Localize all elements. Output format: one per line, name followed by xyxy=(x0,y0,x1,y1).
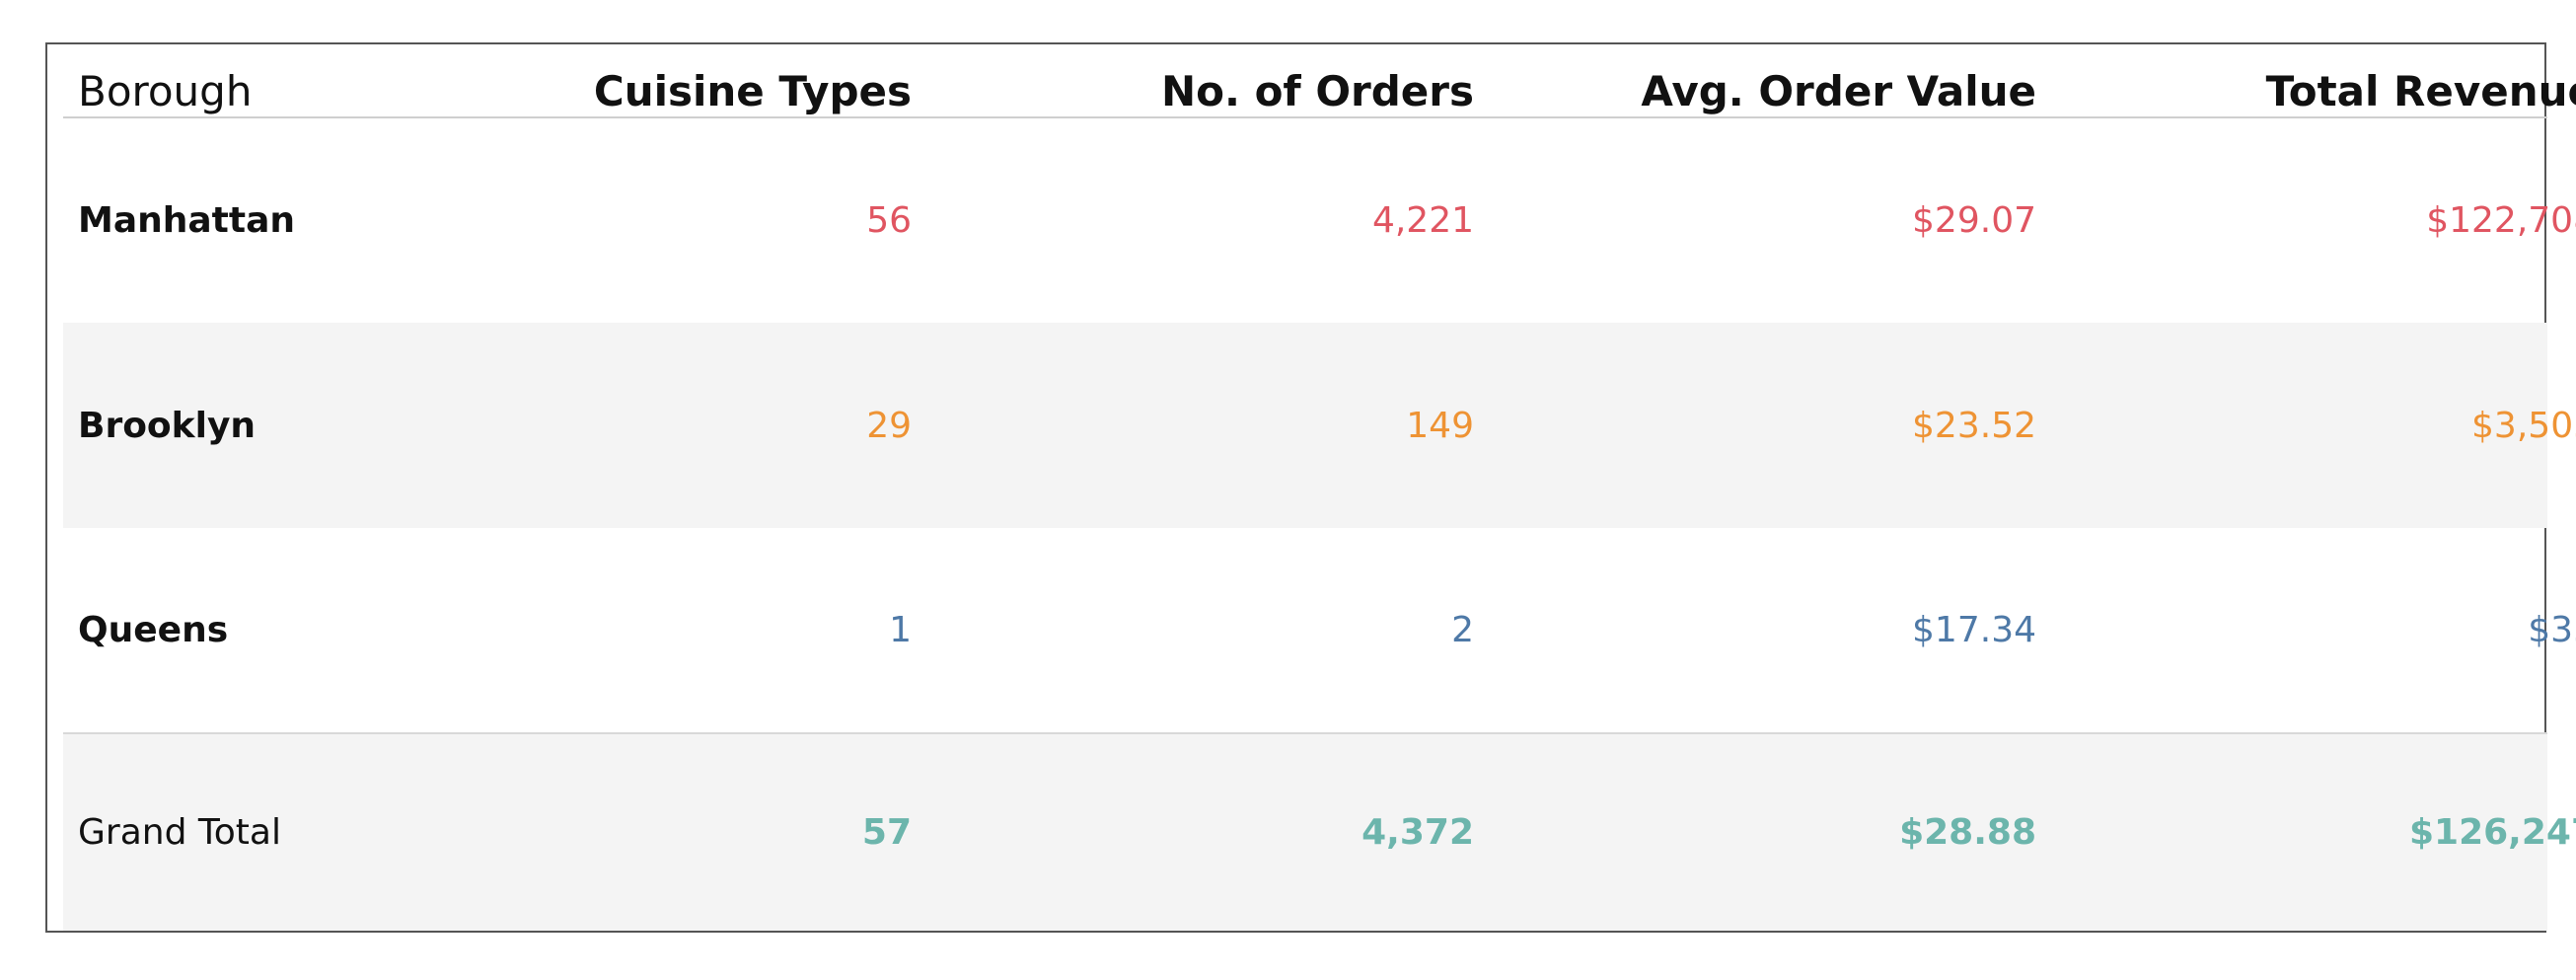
cell-avg-order-value: $23.52 xyxy=(1912,405,2036,446)
column-header-avg-order-value[interactable]: Avg. Order Value xyxy=(1641,67,2036,115)
table-row[interactable]: Queens 1 2 $17.34 $35 xyxy=(63,528,2576,732)
cell-avg-order-value: $29.07 xyxy=(1912,200,2036,241)
column-header-total-revenue[interactable]: Total Revenue xyxy=(2265,67,2576,115)
cell-orders: 149 xyxy=(1406,405,1474,446)
row-label-borough: Manhattan xyxy=(78,200,296,241)
table-header: Borough Cuisine Types No. of Orders Avg.… xyxy=(63,44,2576,118)
column-header-cuisine-types[interactable]: Cuisine Types xyxy=(593,67,912,115)
cell-total-revenue: $122,708 xyxy=(2426,200,2576,241)
cell-total-revenue: $35 xyxy=(2528,610,2576,650)
summary-table: Borough Cuisine Types No. of Orders Avg.… xyxy=(45,42,2576,933)
cell-avg-order-value: $17.34 xyxy=(1912,610,2036,650)
grand-total-row[interactable]: Grand Total 57 4,372 $28.88 $126,247 xyxy=(63,732,2576,931)
cell-orders: 2 xyxy=(1451,610,1474,650)
cell-cuisine-types: 1 xyxy=(889,610,912,650)
cell-total-revenue: $126,247 xyxy=(2408,812,2576,853)
column-header-borough[interactable]: Borough xyxy=(78,67,253,115)
cell-total-revenue: $3,505 xyxy=(2471,405,2576,446)
column-header-orders[interactable]: No. of Orders xyxy=(1160,67,1474,115)
cell-cuisine-types: 29 xyxy=(866,405,912,446)
cell-orders: 4,372 xyxy=(1362,812,1474,853)
cell-cuisine-types: 56 xyxy=(866,200,912,241)
table-row[interactable]: Manhattan 56 4,221 $29.07 $122,708 xyxy=(63,118,2576,323)
table-row[interactable]: Brooklyn 29 149 $23.52 $3,505 xyxy=(63,323,2576,528)
grand-total-label: Grand Total xyxy=(78,812,281,853)
row-label-borough: Queens xyxy=(78,610,229,650)
cell-orders: 4,221 xyxy=(1371,200,1474,241)
cell-avg-order-value: $28.88 xyxy=(1899,812,2036,853)
row-label-borough: Brooklyn xyxy=(78,405,257,446)
cell-cuisine-types: 57 xyxy=(861,812,912,853)
